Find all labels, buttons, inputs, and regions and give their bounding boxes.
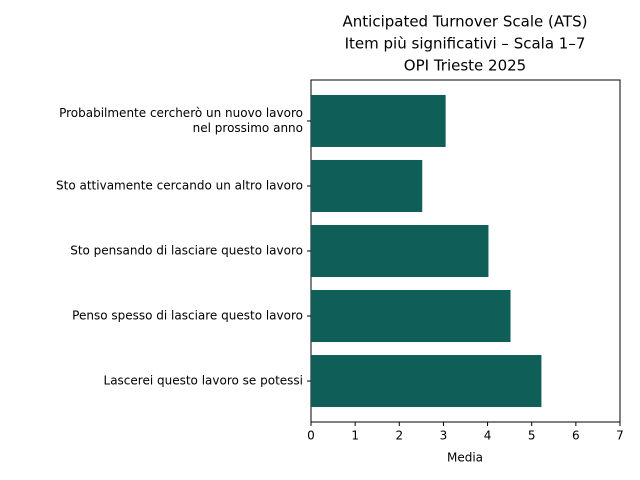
bar: [311, 355, 542, 408]
chart-title: OPI Trieste 2025: [404, 57, 526, 75]
x-tick-label: 6: [572, 429, 580, 443]
chart-title: Anticipated Turnover Scale (ATS): [343, 13, 588, 31]
y-tick-label: Lascerei questo lavoro se potessi: [104, 374, 303, 388]
y-tick-label: Sto pensando di lasciare questo lavoro: [70, 244, 303, 258]
x-axis-label: Media: [447, 451, 483, 465]
x-tick-label: 1: [351, 429, 359, 443]
bar: [311, 290, 511, 343]
y-tick-label: Sto attivamente cercando un altro lavoro: [56, 178, 303, 192]
y-tick-label: Penso spesso di lasciare questo lavoro: [72, 309, 303, 323]
y-tick-label: Probabilmente cercherò un nuovo lavoro: [59, 106, 303, 120]
x-tick-label: 5: [528, 429, 536, 443]
x-tick-label: 7: [616, 429, 624, 443]
x-tick-label: 3: [440, 429, 448, 443]
chart-title: Item più significativi – Scala 1–7: [345, 35, 586, 53]
x-tick-label: 2: [395, 429, 403, 443]
x-tick-label: 0: [307, 429, 315, 443]
y-tick-label: nel prossimo anno: [193, 121, 303, 135]
bar: [311, 94, 446, 147]
x-tick-label: 4: [484, 429, 492, 443]
bar: [311, 224, 489, 278]
bar: [311, 159, 423, 212]
